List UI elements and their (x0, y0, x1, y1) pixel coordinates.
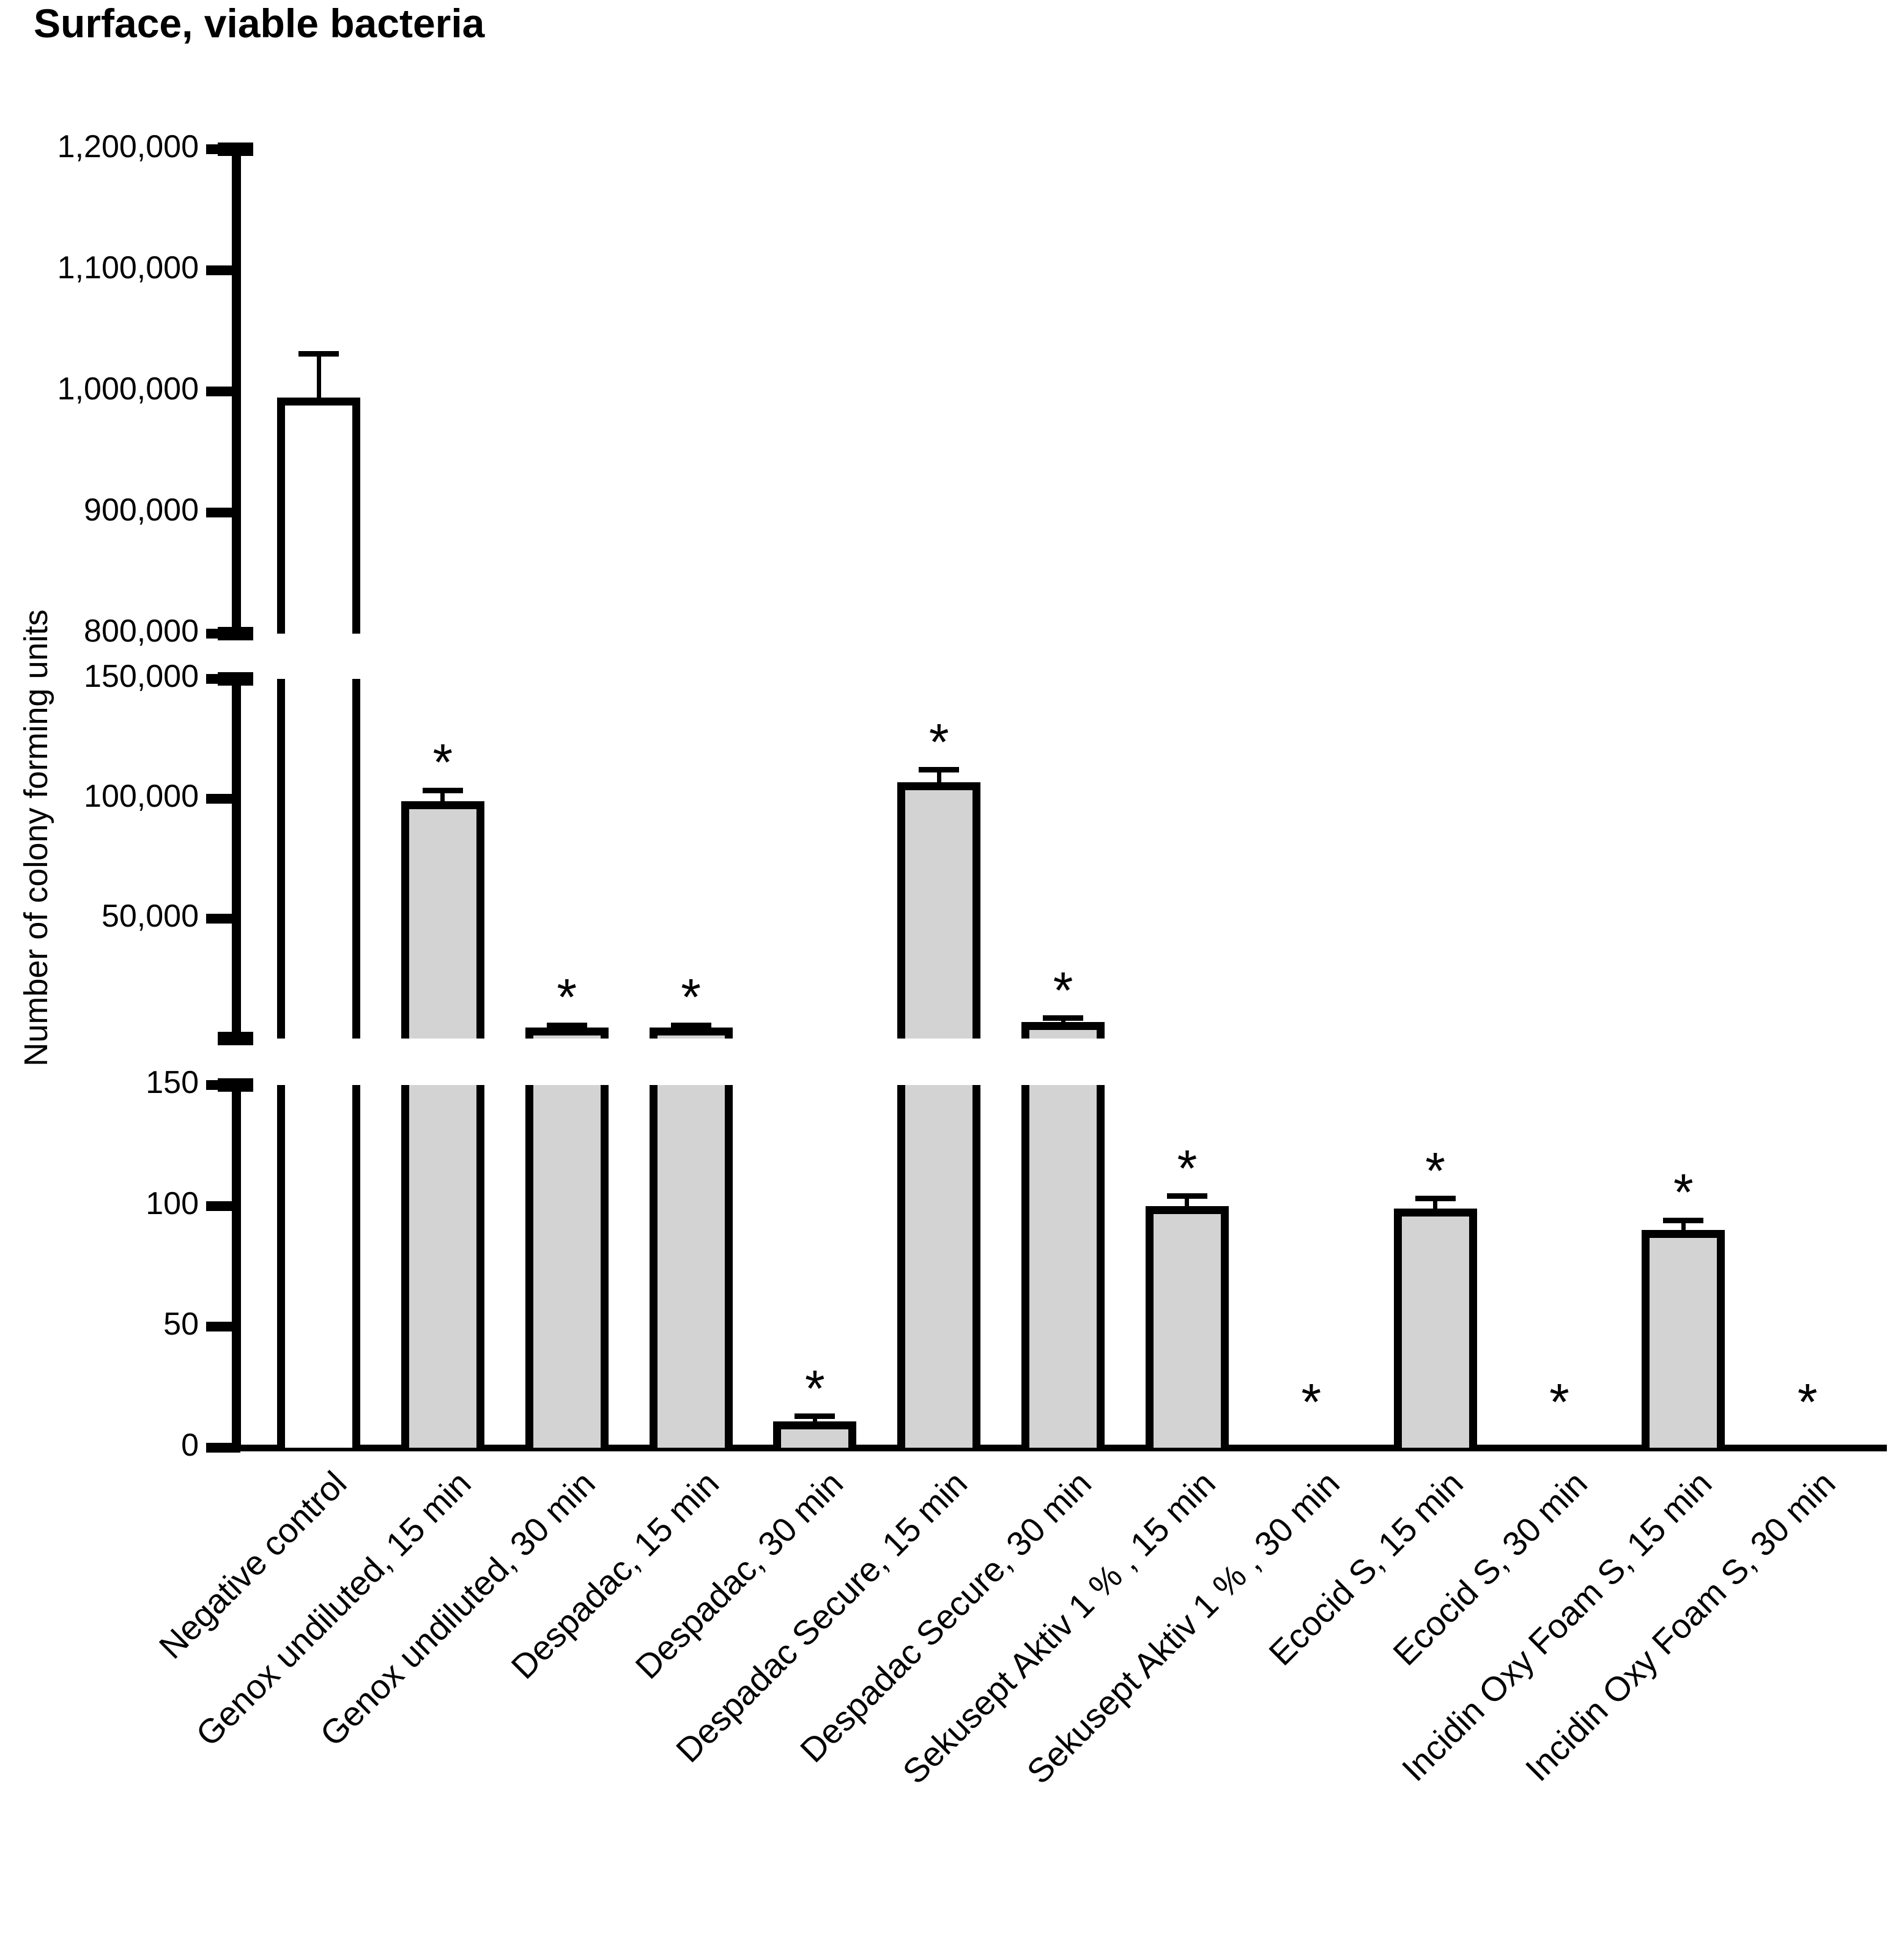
bar (773, 1421, 857, 1448)
y-axis-tick (206, 508, 240, 517)
y-axis-tick-label: 1,100,000 (57, 250, 199, 286)
y-axis-tick (206, 1322, 240, 1332)
bar (277, 397, 360, 634)
bar (401, 801, 484, 1039)
x-axis-line (232, 1445, 1887, 1451)
error-bar-whisker (440, 790, 445, 801)
significance-asterisk: * (1797, 1373, 1818, 1431)
bar (1145, 1206, 1229, 1448)
significance-asterisk: * (928, 713, 949, 771)
x-category-label: Despadac, 30 min (628, 1464, 851, 1686)
error-bar-cap (1415, 1196, 1456, 1202)
bar-segment (897, 1085, 981, 1448)
error-bar-whisker (1433, 1198, 1438, 1209)
axis-break-cap (218, 1032, 253, 1045)
y-axis-tick (206, 629, 240, 639)
error-bar-whisker (936, 769, 941, 782)
bar-segment (649, 1085, 733, 1448)
error-bar-whisker (316, 354, 321, 398)
bar (1021, 1021, 1105, 1039)
error-bar-cap (670, 1022, 711, 1028)
bar-segment (525, 1085, 609, 1448)
y-axis-tick-label: 50 (163, 1306, 199, 1343)
significance-asterisk: * (1177, 1139, 1198, 1197)
error-bar-cap (1043, 1015, 1084, 1021)
y-axis-tick-label: 100,000 (84, 779, 199, 814)
bar-segment (1021, 1085, 1105, 1448)
bar (1642, 1230, 1725, 1448)
significance-asterisk: * (805, 1359, 825, 1417)
y-axis-tick (206, 674, 240, 684)
significance-asterisk: * (681, 968, 701, 1026)
bar (649, 1028, 733, 1039)
significance-asterisk: * (432, 733, 453, 791)
y-axis-tick-label: 150,000 (84, 659, 199, 694)
error-bar-cap (919, 767, 960, 773)
error-bar-cap (1166, 1193, 1207, 1199)
error-bar-cap (422, 787, 463, 793)
error-bar-whisker (1681, 1220, 1686, 1231)
y-axis-tick-label: 900,000 (84, 492, 199, 528)
error-bar-whisker (1185, 1196, 1190, 1206)
y-axis-tick-label: 100 (146, 1185, 199, 1221)
y-axis-tick (206, 1080, 240, 1090)
significance-asterisk: * (557, 968, 577, 1026)
y-axis-tick (206, 914, 240, 924)
significance-asterisk: * (1425, 1141, 1445, 1199)
error-bar-cap (1663, 1217, 1704, 1223)
error-bar-cap (795, 1413, 835, 1420)
y-axis-tick-label: 150 (146, 1065, 199, 1100)
y-axis-line (232, 1085, 241, 1448)
bar-segment (277, 1085, 360, 1448)
bar (525, 1028, 609, 1039)
bar-segment (277, 679, 360, 1039)
error-bar-cap (298, 351, 339, 357)
y-axis-tick (206, 794, 240, 804)
y-axis-tick (206, 387, 240, 396)
y-axis-tick-label: 1,200,000 (57, 129, 199, 165)
error-bar-cap (546, 1022, 587, 1028)
y-axis-tick (206, 144, 240, 154)
bar (897, 782, 981, 1039)
x-category-label: Despadac, 15 min (503, 1464, 727, 1686)
y-axis-tick-label: 800,000 (84, 613, 199, 649)
y-axis-tick-label: 0 (181, 1428, 199, 1463)
significance-asterisk: * (1301, 1373, 1322, 1431)
chart-title: Surface, viable bacteria (34, 1, 485, 46)
y-axis-tick (206, 265, 240, 275)
significance-asterisk: * (1549, 1373, 1569, 1431)
y-axis-tick-label: 1,000,000 (57, 371, 199, 407)
y-axis-line (232, 679, 241, 1039)
significance-asterisk: * (1053, 961, 1073, 1019)
y-axis-tick-label: 50,000 (101, 898, 199, 934)
bar (1393, 1208, 1477, 1448)
bar-segment (401, 1085, 484, 1448)
significance-asterisk: * (1673, 1163, 1694, 1221)
y-axis-tick (206, 1201, 240, 1211)
